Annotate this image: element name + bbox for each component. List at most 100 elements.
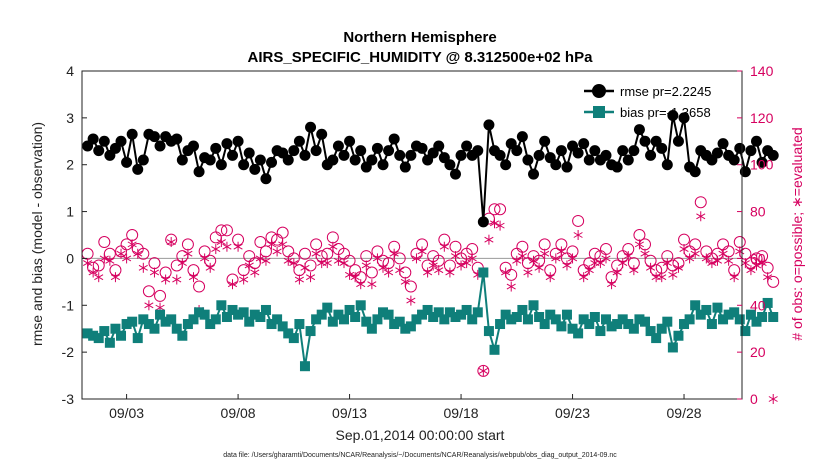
rmse-point [232, 135, 244, 147]
obs-evaluated-point [489, 218, 500, 229]
bias-point [444, 307, 455, 318]
rmse-point [243, 147, 255, 159]
obs-evaluated-point [272, 246, 282, 257]
bias-point [244, 316, 255, 327]
obs-evaluated-point [556, 246, 566, 257]
obs-possible-point [254, 236, 267, 249]
bias-point [238, 307, 249, 318]
rmse-point [288, 145, 300, 157]
bias-point [768, 312, 779, 322]
y-tick-label: 1 [66, 204, 74, 220]
rmse-point [299, 149, 311, 161]
bias-point [338, 314, 349, 325]
bias-point [667, 342, 678, 353]
obs-evaluated-point [528, 255, 539, 266]
obs-evaluated-point [478, 365, 488, 376]
rmse-point [539, 135, 551, 147]
obs-evaluated-point [612, 267, 622, 278]
obs-evaluated-point [439, 241, 449, 252]
rmse-point [394, 149, 406, 161]
obs-evaluated-point [640, 248, 650, 259]
obs-evaluated-point [339, 258, 349, 269]
obs-evaluated-point [372, 253, 383, 264]
rmse-point [461, 140, 473, 152]
rmse-point [121, 156, 133, 168]
rmse-point [377, 159, 389, 171]
obs-evaluated-point [434, 265, 444, 276]
obs-possible-point [98, 236, 111, 249]
rmse-point [93, 145, 105, 157]
obs-possible-point [694, 196, 707, 209]
obs-possible-point [310, 238, 323, 251]
y2-tick-label: 60 [750, 250, 766, 266]
obs-evaluated-point [634, 239, 645, 250]
rmse-point [511, 145, 523, 157]
obs-possible-point [360, 250, 373, 263]
rmse-point [611, 161, 623, 173]
rmse-point [672, 135, 684, 147]
rmse-point [622, 154, 634, 166]
y-tick-label: -2 [62, 344, 75, 360]
bias-point [366, 323, 377, 334]
obs-evaluated-point [94, 272, 104, 283]
obs-possible-point [538, 238, 551, 251]
obs-evaluated-point [216, 237, 226, 248]
obs-evaluated-point [328, 241, 338, 252]
legend-rmse-label: rmse pr=2.2245 [620, 84, 711, 99]
chart-title: Northern Hemisphere [343, 29, 496, 46]
obs-evaluated-point [562, 260, 572, 271]
obs-evaluated-point [685, 253, 695, 264]
rmse-point [399, 161, 411, 173]
rmse-point [728, 154, 740, 166]
rmse-point [115, 135, 127, 147]
obs-evaluated-point [411, 253, 422, 264]
obs-evaluated-point [712, 255, 723, 266]
bias-point [171, 323, 182, 334]
obs-evaluated-point [768, 394, 778, 404]
bias-point [723, 309, 734, 320]
obs-evaluated-point [110, 272, 121, 283]
obs-evaluated-point [757, 258, 767, 269]
y-tick-label: 4 [66, 63, 74, 79]
rmse-point [645, 149, 657, 161]
obs-evaluated-point [166, 237, 176, 248]
obs-possible-point [154, 289, 167, 302]
bias-point [628, 323, 639, 334]
y-tick-label: -3 [62, 391, 75, 407]
obs-possible-point [449, 240, 462, 253]
bias-point [299, 361, 310, 372]
rmse-point [388, 133, 400, 145]
bias-point [316, 309, 327, 320]
bias-point [645, 326, 656, 337]
bias-point [350, 312, 361, 322]
obs-possible-point [689, 238, 702, 251]
bias-point [272, 314, 283, 325]
bias-point [322, 302, 333, 313]
obs-evaluated-point [501, 267, 511, 278]
obs-evaluated-point [584, 265, 594, 276]
rmse-point [444, 159, 456, 171]
rmse-point [132, 163, 144, 175]
obs-evaluated-point [384, 267, 394, 278]
obs-evaluated-point [266, 239, 277, 250]
obs-evaluated-point [183, 248, 193, 259]
rmse-point [533, 149, 545, 161]
rmse-point [589, 145, 601, 157]
bias-point [177, 330, 188, 341]
bias-point [260, 304, 271, 315]
rmse-point [310, 145, 322, 157]
obs-evaluated-point [356, 279, 366, 290]
obs-evaluated-point [673, 262, 684, 273]
obs-evaluated-point [417, 246, 427, 257]
obs-evaluated-point [127, 239, 137, 250]
rmse-point [739, 166, 751, 178]
bias-point [612, 319, 623, 330]
bias-point [116, 330, 127, 341]
rmse-point [266, 156, 278, 168]
rmse-series [82, 110, 779, 228]
bias-point [194, 307, 205, 318]
obs-evaluated-point [367, 279, 377, 290]
rmse-point [416, 142, 428, 154]
obs-possible-point [516, 240, 529, 253]
rmse-point [193, 166, 205, 178]
